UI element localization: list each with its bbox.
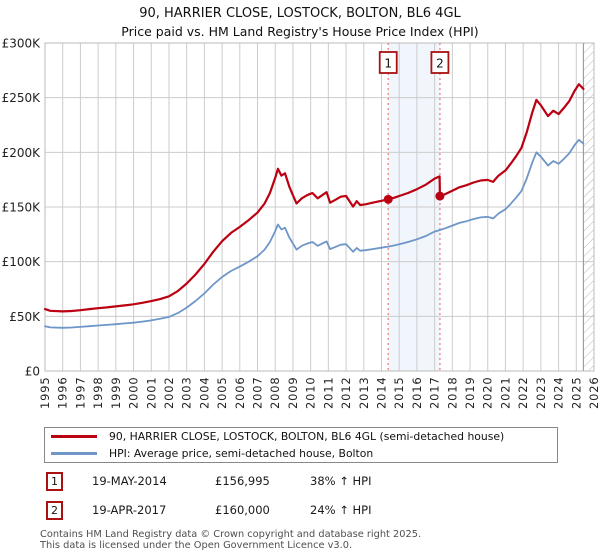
x-axis-label-2009: 2009 xyxy=(286,377,300,409)
future-hatch-region xyxy=(583,43,594,371)
y-axis-label-£250K: £250K xyxy=(2,91,42,105)
hpi-line-swatch xyxy=(51,451,97,455)
x-axis-label-2025: 2025 xyxy=(569,377,583,409)
sale-record-row: 2 19-APR-2017 £160,000 24% ↑ HPI xyxy=(0,501,600,520)
licence-line: This data is licensed under the Open Gov… xyxy=(40,540,353,551)
x-axis-label-2023: 2023 xyxy=(534,377,548,409)
sale-marker-box-2 xyxy=(430,51,450,74)
copyright-line: Contains HM Land Registry data © Crown c… xyxy=(40,529,422,540)
property-line-swatch xyxy=(51,435,97,439)
x-axis-label-2014: 2014 xyxy=(374,377,388,409)
sale-dot-2 xyxy=(435,191,445,201)
x-axis-label-2022: 2022 xyxy=(516,377,530,409)
x-axis-label-2006: 2006 xyxy=(233,377,247,409)
sale-marker-number-2: 2 xyxy=(436,57,444,71)
x-axis-label-2018: 2018 xyxy=(445,377,459,409)
sale-2-price: £160,000 xyxy=(215,503,270,517)
x-axis-label-2000: 2000 xyxy=(127,377,141,409)
sale-record-row: 1 19-MAY-2014 £156,995 38% ↑ HPI xyxy=(0,472,600,491)
chart-legend: 90, HARRIER CLOSE, LOSTOCK, BOLTON, BL6 … xyxy=(44,427,558,463)
x-axis-label-2002: 2002 xyxy=(162,377,176,409)
x-axis-label-1999: 1999 xyxy=(109,377,123,409)
plot-border xyxy=(44,42,595,372)
legend-label-hpi: HPI: Average price, semi-detached house,… xyxy=(109,446,374,460)
x-axis-label-2026: 2026 xyxy=(587,377,600,409)
x-axis-label-1997: 1997 xyxy=(73,377,87,409)
y-axis-label-£300K: £300K xyxy=(2,37,42,51)
sale-2-date: 19-APR-2017 xyxy=(92,503,167,517)
x-axis-label-2007: 2007 xyxy=(251,377,265,409)
y-axis-label-£100K: £100K xyxy=(2,255,42,269)
sale-marker-1-badge: 1 xyxy=(46,472,63,491)
sale-dot-1 xyxy=(383,194,393,204)
x-axis-label-2010: 2010 xyxy=(304,377,318,409)
y-axis-label-£150K: £150K xyxy=(2,201,42,215)
x-axis-label-2004: 2004 xyxy=(197,377,211,409)
x-axis-label-2015: 2015 xyxy=(392,377,406,409)
x-axis-label-2017: 2017 xyxy=(428,377,442,409)
x-axis-label-2024: 2024 xyxy=(552,377,566,409)
x-axis-label-1995: 1995 xyxy=(38,377,52,409)
sale-marker-box-1 xyxy=(378,51,398,74)
page-subtitle: Price paid vs. HM Land Registry's House … xyxy=(121,24,479,39)
x-axis-label-2020: 2020 xyxy=(481,377,495,409)
y-axis-label-£50K: £50K xyxy=(9,310,41,324)
x-axis-label-2019: 2019 xyxy=(463,377,477,409)
hpi-line xyxy=(44,138,585,329)
legend-row-property: 90, HARRIER CLOSE, LOSTOCK, BOLTON, BL6 … xyxy=(45,429,557,445)
page-title: 90, HARRIER CLOSE, LOSTOCK, BOLTON, BL6 … xyxy=(139,6,461,21)
legend-label-property: 90, HARRIER CLOSE, LOSTOCK, BOLTON, BL6 … xyxy=(109,430,505,444)
sale-2-hpi-change: 24% ↑ HPI xyxy=(310,503,372,517)
x-axis-label-2005: 2005 xyxy=(215,377,229,409)
sale-1-date: 19-MAY-2014 xyxy=(92,474,167,488)
x-axis-label-2011: 2011 xyxy=(321,377,335,409)
x-axis-label-1996: 1996 xyxy=(56,377,70,409)
sale-marker-2-badge: 2 xyxy=(46,501,63,520)
x-axis-label-2003: 2003 xyxy=(180,377,194,409)
x-axis-label-2016: 2016 xyxy=(410,377,424,409)
y-axis-label-£0: £0 xyxy=(25,365,40,379)
x-axis-label-2021: 2021 xyxy=(498,377,512,409)
property-price-line xyxy=(43,83,585,313)
legend-row-hpi: HPI: Average price, semi-detached house,… xyxy=(45,445,557,461)
x-axis-label-2013: 2013 xyxy=(357,377,371,409)
y-axis-label-£200K: £200K xyxy=(2,146,42,160)
x-axis-label-1998: 1998 xyxy=(91,377,105,409)
x-axis-label-2012: 2012 xyxy=(339,377,353,409)
x-axis-label-2001: 2001 xyxy=(144,377,158,409)
x-axis-label-2008: 2008 xyxy=(268,377,282,409)
sale-1-hpi-change: 38% ↑ HPI xyxy=(310,474,372,488)
sale-marker-number-1: 1 xyxy=(384,57,392,71)
sale-1-price: £156,995 xyxy=(215,474,270,488)
